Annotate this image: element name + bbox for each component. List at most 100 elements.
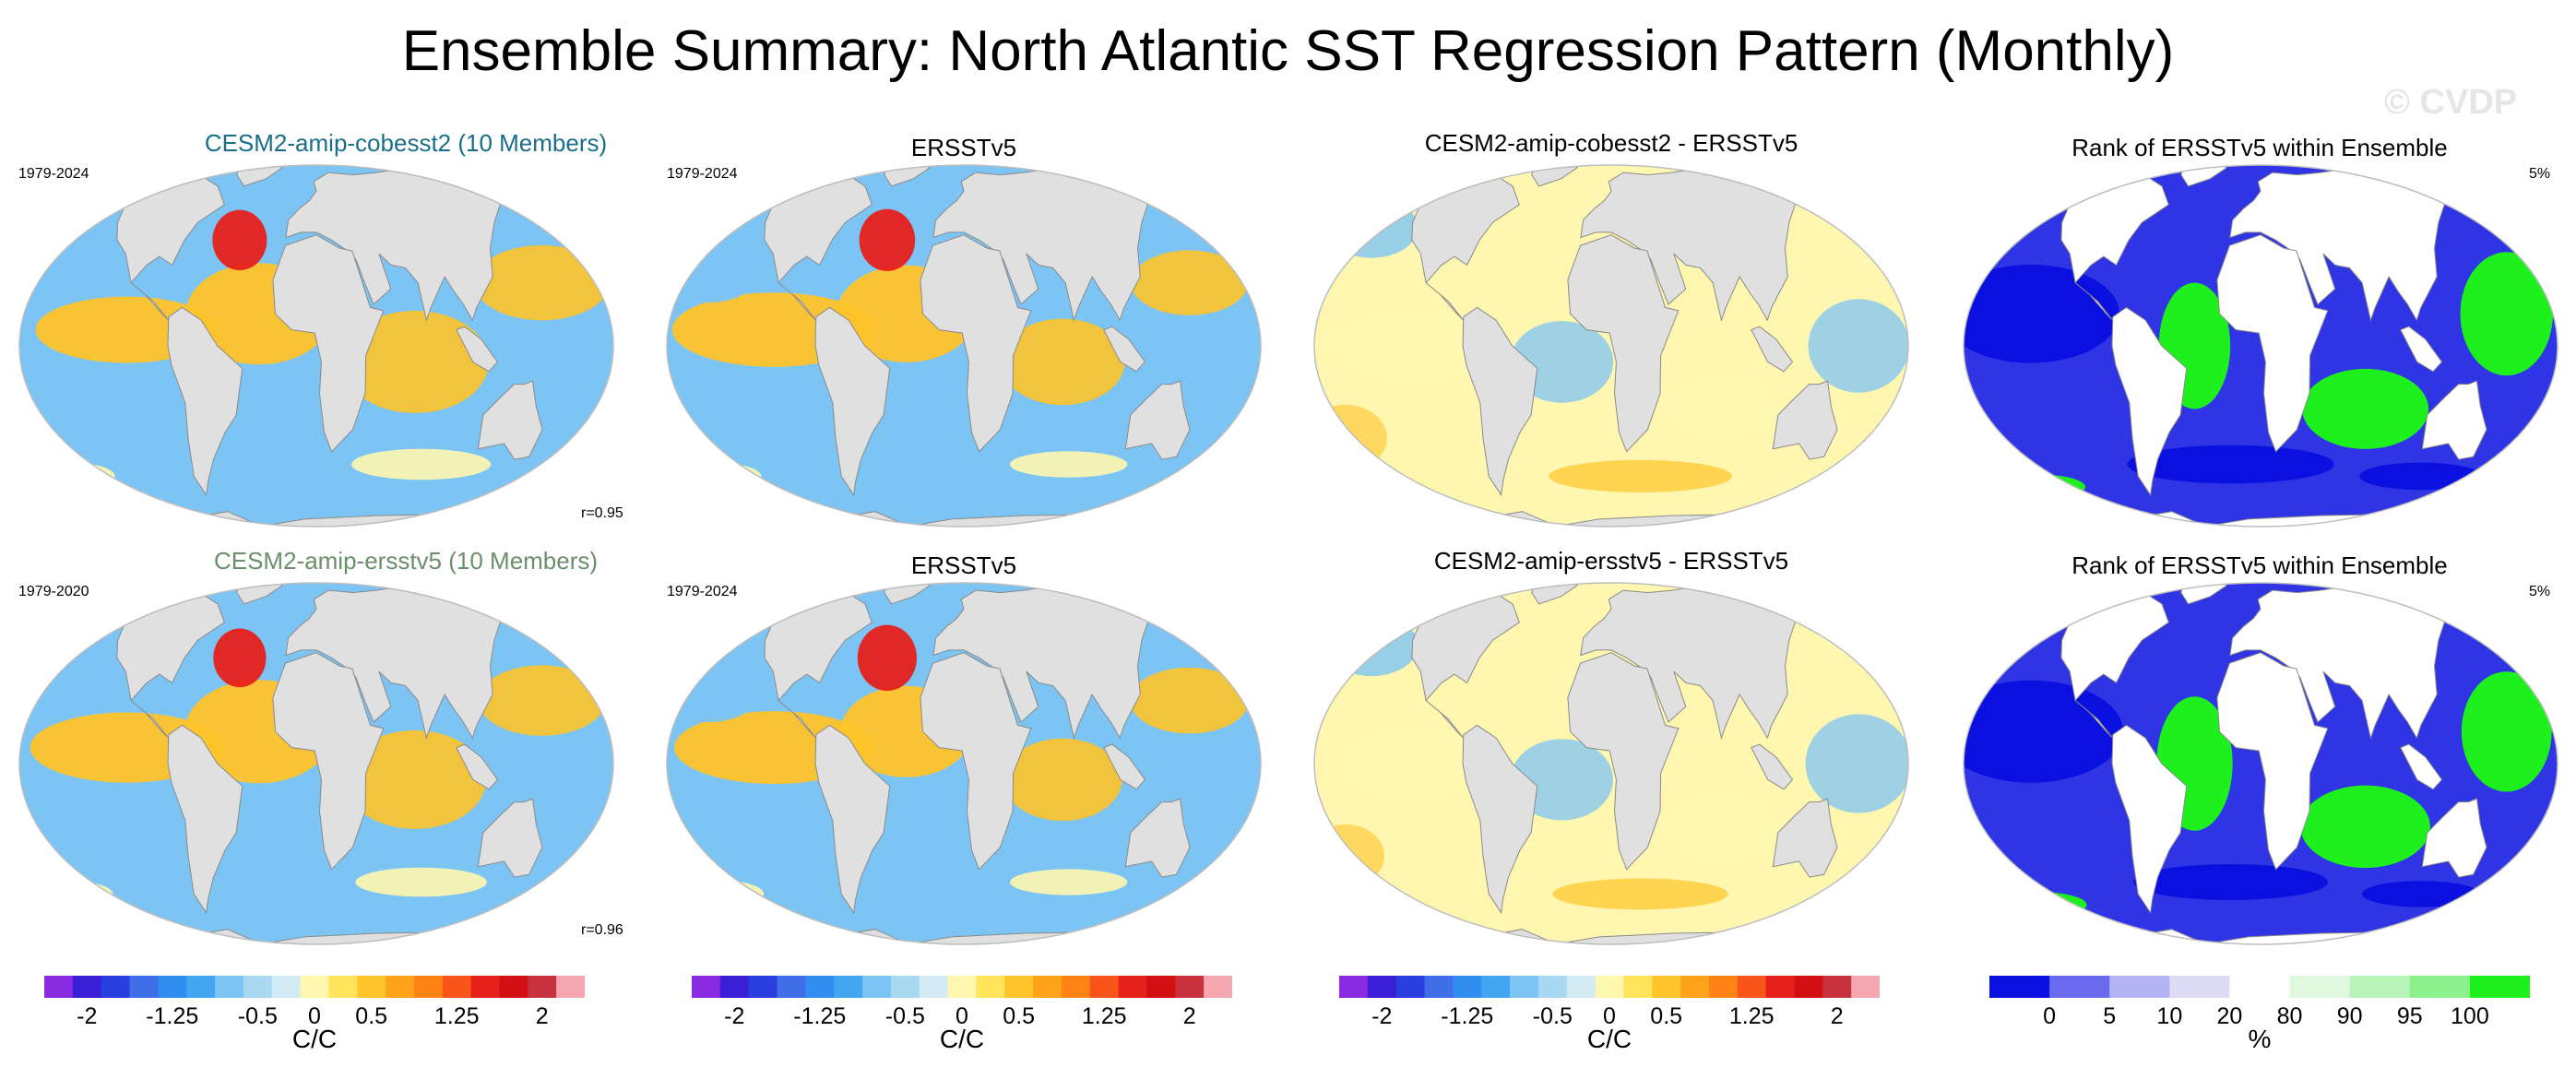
anomaly-region bbox=[1552, 878, 1728, 910]
land-mass bbox=[456, 326, 499, 373]
anomaly-region bbox=[1808, 299, 1908, 393]
panel-title-r2c4: Rank of ERSSTv5 within Ensemble bbox=[2071, 551, 2448, 579]
colorbar-unit: % bbox=[2248, 1025, 2272, 1053]
land-mass bbox=[1103, 743, 1146, 790]
colorbar-swatch bbox=[862, 976, 892, 998]
panel-title-r2c1: CESM2-amip-ersstv5 (10 Members) bbox=[213, 547, 599, 575]
land-mass bbox=[1567, 652, 1680, 871]
panel-percent-r2c4: 5% bbox=[2529, 584, 2551, 599]
anomaly-region bbox=[1324, 613, 1419, 677]
land-mass bbox=[272, 652, 385, 871]
colorbar-tick-label: -1.25 bbox=[146, 1003, 199, 1029]
colorbar-swatch bbox=[1708, 976, 1739, 998]
colorbar-swatch bbox=[556, 976, 586, 998]
land-mass bbox=[2421, 798, 2487, 878]
anomaly-region bbox=[1336, 729, 1490, 798]
map-outline bbox=[666, 164, 1262, 528]
colorbar-swatch bbox=[413, 976, 444, 998]
colorbar-swatch bbox=[1424, 976, 1454, 998]
colorbar-tick-label: 90 bbox=[2336, 1003, 2363, 1029]
colorbar-swatch bbox=[2049, 976, 2110, 998]
colorbar-swatch bbox=[919, 976, 949, 998]
colorbar-swatch bbox=[129, 976, 159, 998]
anomaly-region bbox=[1983, 474, 2086, 501]
land-mass bbox=[1772, 798, 1838, 878]
colorbar-swatch bbox=[1204, 976, 1233, 998]
anomaly-region bbox=[902, 838, 963, 873]
map-r2c3 bbox=[1313, 582, 1909, 945]
anomaly-region bbox=[671, 612, 746, 654]
anomaly-region bbox=[2461, 671, 2552, 792]
colorbar-swatch bbox=[890, 976, 920, 998]
colorbar-swatch bbox=[1794, 976, 1823, 998]
map-r1c3 bbox=[1313, 164, 1909, 528]
colorbar-swatch bbox=[528, 976, 557, 998]
anomaly-region bbox=[2460, 252, 2553, 376]
anomaly-region bbox=[671, 462, 762, 490]
anomaly-region bbox=[1549, 459, 1732, 492]
colorbar-tick-label: 10 bbox=[2156, 1003, 2183, 1029]
land-mass bbox=[1751, 743, 1794, 790]
colorbar-tick-label: 1.25 bbox=[433, 1003, 480, 1029]
colorbar-tick-label: 20 bbox=[2216, 1003, 2243, 1029]
land-mass bbox=[1124, 380, 1191, 460]
anomaly-region bbox=[2133, 864, 2329, 901]
anomaly-region bbox=[46, 399, 172, 448]
colorbar-tick-label: 1.25 bbox=[1081, 1003, 1127, 1029]
colorbar-swatch bbox=[834, 976, 863, 998]
anomaly-region bbox=[1010, 869, 1128, 895]
colorbar-tick-label: 80 bbox=[2276, 1003, 2303, 1029]
colorbar-tick-label: 100 bbox=[2451, 1003, 2489, 1029]
colorbar-swatch bbox=[442, 976, 472, 998]
anomaly-region bbox=[19, 655, 108, 717]
cvdp-watermark: © CVDP bbox=[2384, 83, 2518, 122]
panel-years-r1c2: 1979-2024 bbox=[667, 166, 738, 182]
map-r2c4 bbox=[1963, 582, 2558, 945]
anomaly-region bbox=[355, 867, 487, 897]
land-mass bbox=[167, 724, 243, 915]
colorbar-tick-label: 2 bbox=[535, 1003, 549, 1029]
colorbar-tick-label: -2 bbox=[724, 1003, 745, 1029]
map-outline bbox=[666, 582, 1262, 945]
colorbar-swatch bbox=[1061, 976, 1091, 998]
colorbar-swatch bbox=[271, 976, 302, 998]
colorbar-swatch bbox=[1395, 976, 1426, 998]
land-mass bbox=[477, 380, 543, 460]
land-mass bbox=[932, 165, 1175, 323]
land-mass bbox=[2400, 326, 2443, 373]
land-mass bbox=[167, 306, 243, 497]
colorbar-swatch bbox=[2289, 976, 2351, 998]
colorbar-swatch bbox=[2229, 976, 2291, 998]
colorbar-swatch bbox=[692, 976, 721, 998]
colorbar-swatch bbox=[976, 976, 1005, 998]
colorbar-swatch bbox=[1453, 976, 1482, 998]
land-mass bbox=[285, 583, 528, 741]
colorbar-swatch bbox=[2469, 976, 2531, 998]
anomaly-region bbox=[21, 462, 115, 491]
panel-title-r2c2: ERSSTv5 bbox=[910, 551, 1017, 579]
anomaly-region bbox=[248, 836, 322, 876]
land-mass bbox=[1462, 724, 1538, 915]
colorbar-swatch bbox=[44, 976, 74, 998]
colorbar-swatch bbox=[1510, 976, 1539, 998]
map-r1c1 bbox=[18, 164, 614, 528]
colorbar-swatch bbox=[1089, 976, 1120, 998]
anomaly-region bbox=[351, 448, 492, 480]
anomaly-region bbox=[1964, 680, 2124, 783]
land-mass bbox=[2216, 652, 2329, 871]
colorbar-swatch bbox=[357, 976, 386, 998]
land-mass bbox=[456, 743, 499, 790]
anomaly-region bbox=[857, 624, 917, 692]
land-mass bbox=[1567, 234, 1680, 453]
colorbar-tick-label: -2 bbox=[77, 1003, 98, 1029]
colorbar-swatch bbox=[2109, 976, 2170, 998]
colorbar-swatch bbox=[1033, 976, 1062, 998]
colorbar-swatch bbox=[215, 976, 244, 998]
anomaly-region bbox=[1325, 196, 1419, 258]
colorbar-tick-label: -2 bbox=[1371, 1003, 1393, 1029]
panel-percent-r1c4: 5% bbox=[2529, 166, 2551, 182]
colorbar-tick-label: 0 bbox=[308, 1003, 321, 1029]
figure-title: Ensemble Summary: North Atlantic SST Reg… bbox=[401, 19, 2175, 83]
land-mass bbox=[1580, 165, 1822, 323]
colorbar-tick-label: 95 bbox=[2396, 1003, 2423, 1029]
